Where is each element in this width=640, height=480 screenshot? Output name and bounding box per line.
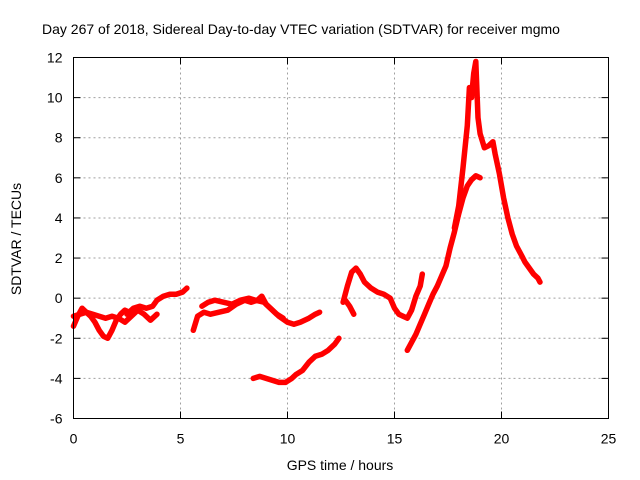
series-arc-5 bbox=[199, 295, 286, 321]
y-tick-label: -4 bbox=[50, 370, 63, 386]
x-tick-label: 25 bbox=[601, 431, 617, 447]
series-arc-9 bbox=[404, 173, 483, 354]
x-tick-label: 20 bbox=[494, 431, 510, 447]
x-tick-labels: 0 5 10 15 20 25 bbox=[70, 431, 617, 447]
y-tick-label: 2 bbox=[55, 250, 63, 266]
y-tick-label: -6 bbox=[50, 411, 63, 427]
axis-ticks bbox=[73, 57, 609, 419]
chart-title: Day 267 of 2018, Sidereal Day-to-day VTE… bbox=[42, 21, 560, 37]
y-tick-label: 6 bbox=[55, 170, 63, 186]
series-arc-2 bbox=[70, 307, 160, 325]
series-arc-10 bbox=[451, 58, 543, 285]
y-tick-labels: -6 -4 -2 0 2 4 6 8 10 12 bbox=[47, 50, 63, 427]
series-arc-7 bbox=[340, 265, 426, 321]
x-tick-label: 15 bbox=[387, 431, 403, 447]
y-tick-label: 12 bbox=[47, 50, 63, 66]
series-arc-6 bbox=[250, 335, 342, 386]
grid-lines bbox=[73, 57, 609, 419]
y-tick-label: 4 bbox=[55, 210, 63, 226]
y-tick-label: -2 bbox=[50, 330, 63, 346]
series-arc-4 bbox=[190, 293, 323, 334]
data-series bbox=[70, 58, 543, 386]
y-tick-label: 10 bbox=[47, 90, 63, 106]
y-axis-label: SDTVAR / TECUs bbox=[8, 183, 24, 295]
x-tick-label: 5 bbox=[177, 431, 185, 447]
x-tick-label: 0 bbox=[70, 431, 78, 447]
series-arc-8 bbox=[342, 297, 357, 317]
y-tick-label: 0 bbox=[55, 290, 63, 306]
series-arc-1 bbox=[70, 305, 132, 342]
x-axis-label: GPS time / hours bbox=[287, 457, 394, 473]
x-tick-label: 10 bbox=[280, 431, 296, 447]
plot-frame bbox=[73, 57, 609, 419]
y-tick-label: 8 bbox=[55, 130, 63, 146]
series-arc-3 bbox=[124, 285, 190, 317]
